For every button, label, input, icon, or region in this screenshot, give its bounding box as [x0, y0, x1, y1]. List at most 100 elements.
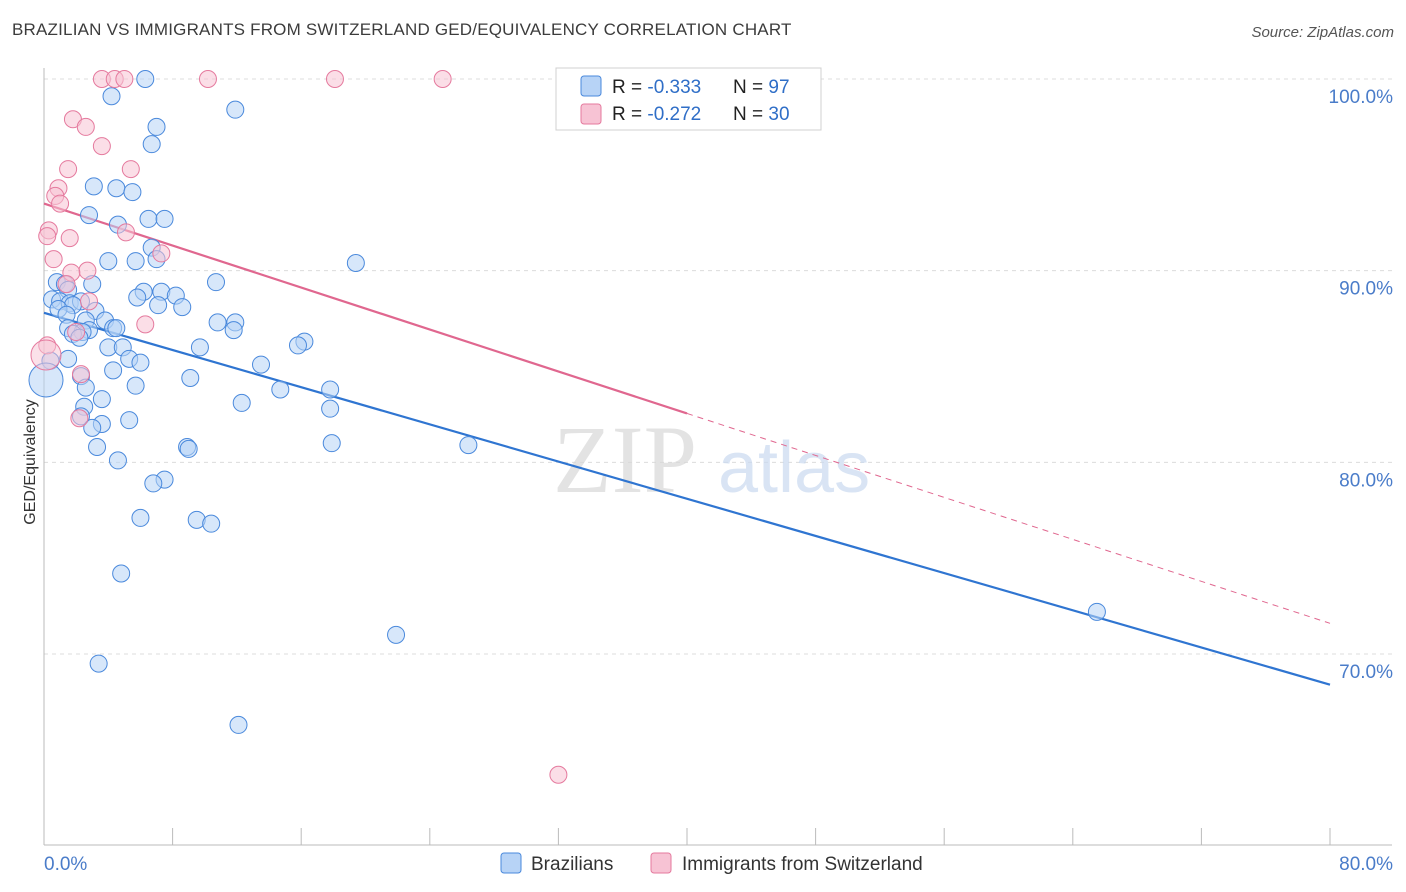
svg-text:R = -0.272: R = -0.272: [612, 104, 701, 125]
stats-swatch-brazilians: [580, 75, 602, 97]
point-brazilians: [102, 87, 121, 106]
point-switzerland: [30, 339, 62, 371]
axes: [43, 68, 1392, 846]
point-brazilians: [226, 100, 245, 119]
point-brazilians: [229, 715, 248, 734]
point-brazilians: [126, 376, 145, 395]
stats-r-label-2: R =: [612, 104, 647, 125]
point-switzerland: [325, 70, 344, 88]
point-brazilians: [92, 390, 111, 409]
point-brazilians: [139, 209, 158, 228]
watermark-zip: ZIP: [553, 406, 697, 513]
point-brazilians: [88, 438, 107, 456]
y-axis-label: GED/Equivalency: [22, 399, 39, 524]
chart-source: Source: ZipAtlas.com: [1251, 24, 1394, 41]
trend-line-switzerland: [43, 202, 688, 415]
point-brazilians: [112, 564, 131, 583]
stats-legend: R = -0.333 N = 97 R = -0.272 N = 30: [555, 67, 822, 131]
data-points: [28, 70, 1106, 784]
stats-n-label-2: N =: [733, 104, 768, 125]
point-switzerland: [115, 70, 134, 88]
point-switzerland: [549, 765, 568, 784]
gridlines: [44, 78, 1392, 655]
point-switzerland: [76, 117, 95, 136]
point-switzerland: [136, 315, 155, 334]
point-brazilians: [131, 508, 150, 527]
point-brazilians: [131, 353, 150, 372]
svg-text:N = 97: N = 97: [733, 77, 790, 98]
point-brazilians: [120, 411, 139, 430]
point-switzerland: [38, 227, 57, 246]
point-switzerland: [71, 365, 90, 384]
x-tick-label: 0.0%: [44, 854, 87, 875]
legend-swatch-brazilians: [500, 852, 522, 874]
point-brazilians: [387, 625, 406, 644]
legend-label-brazilians: Brazilians: [531, 854, 613, 875]
point-brazilians: [126, 252, 145, 271]
point-brazilians: [252, 355, 271, 374]
point-switzerland: [121, 160, 140, 179]
x-tick-label: 80.0%: [1339, 854, 1393, 875]
stats-n-value-2: 30: [768, 104, 789, 125]
point-brazilians: [83, 418, 102, 437]
point-switzerland: [67, 323, 86, 341]
point-brazilians: [1087, 602, 1106, 621]
stats-r-value-1: -0.333: [647, 77, 701, 98]
point-brazilians: [232, 393, 251, 412]
point-switzerland: [57, 275, 76, 294]
point-brazilians: [155, 209, 174, 228]
point-brazilians: [321, 399, 340, 418]
stats-n-value-1: 97: [768, 77, 789, 98]
point-brazilians: [173, 298, 192, 317]
point-switzerland: [198, 70, 217, 88]
y-tick-label: 80.0%: [1339, 470, 1393, 491]
y-tick-label: 100.0%: [1329, 87, 1394, 108]
point-brazilians: [123, 183, 142, 202]
point-brazilians: [108, 451, 127, 470]
point-switzerland: [51, 194, 70, 213]
point-brazilians: [147, 117, 166, 136]
point-brazilians: [89, 654, 108, 673]
point-brazilians: [459, 436, 478, 455]
point-brazilians: [322, 434, 341, 453]
trend-line-brazilians: [43, 311, 1331, 686]
stats-swatch-switzerland: [580, 103, 602, 125]
point-brazilians: [321, 380, 340, 399]
point-brazilians: [179, 439, 198, 458]
point-brazilians: [202, 514, 221, 533]
point-brazilians: [207, 273, 226, 292]
point-brazilians: [80, 206, 99, 225]
point-brazilians: [190, 338, 209, 357]
stats-n-label-1: N =: [733, 77, 768, 98]
point-switzerland: [78, 261, 97, 280]
y-tick-label: 90.0%: [1339, 279, 1393, 300]
point-switzerland: [44, 250, 63, 269]
point-brazilians: [99, 252, 118, 271]
watermark-atlas: atlas: [718, 428, 870, 508]
point-brazilians: [224, 321, 243, 340]
point-brazilians: [128, 288, 147, 307]
stats-r-value-2: -0.272: [647, 104, 701, 125]
point-brazilians: [346, 254, 365, 272]
point-switzerland: [59, 160, 78, 179]
point-brazilians: [104, 361, 123, 380]
svg-text:N = 30: N = 30: [733, 104, 790, 125]
y-tick-label: 70.0%: [1339, 662, 1393, 683]
point-brazilians: [59, 349, 78, 368]
point-brazilians: [149, 296, 168, 315]
trend-line-switzerland-extension: [686, 412, 1331, 624]
point-brazilians: [136, 70, 155, 88]
watermark: ZIP atlas: [553, 406, 870, 513]
legend-swatch-switzerland: [650, 852, 672, 874]
point-brazilians: [181, 369, 200, 387]
point-switzerland: [433, 70, 452, 88]
point-brazilians: [107, 319, 126, 338]
point-brazilians: [271, 380, 290, 399]
point-brazilians: [208, 313, 227, 332]
point-brazilians: [288, 336, 307, 355]
point-switzerland: [152, 244, 171, 263]
legend-label-switzerland: Immigrants from Switzerland: [682, 854, 923, 875]
point-brazilians: [142, 135, 161, 154]
point-brazilians: [107, 179, 126, 198]
